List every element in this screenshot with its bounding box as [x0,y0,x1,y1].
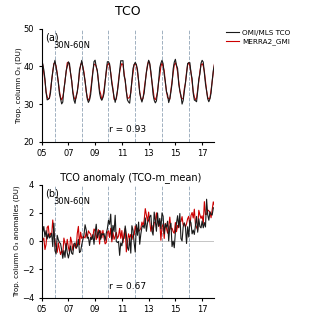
Text: 30N-60N: 30N-60N [54,41,91,50]
Text: TCO: TCO [115,4,141,18]
Text: (a): (a) [45,32,59,42]
Title:   TCO anomaly (TCO-m_mean): TCO anomaly (TCO-m_mean) [54,172,202,183]
Text: (b): (b) [45,188,59,198]
Text: r = 0.67: r = 0.67 [109,282,147,291]
Y-axis label: Trop. column O₃ (DU): Trop. column O₃ (DU) [15,47,22,123]
Text: r = 0.93: r = 0.93 [109,125,147,134]
Text: 30N-60N: 30N-60N [54,197,91,206]
Legend: OMI/MLS TCO, MERRA2_GMI: OMI/MLS TCO, MERRA2_GMI [223,27,293,48]
Y-axis label: Trop. column O₃ anomalies (DU): Trop. column O₃ anomalies (DU) [14,185,20,297]
